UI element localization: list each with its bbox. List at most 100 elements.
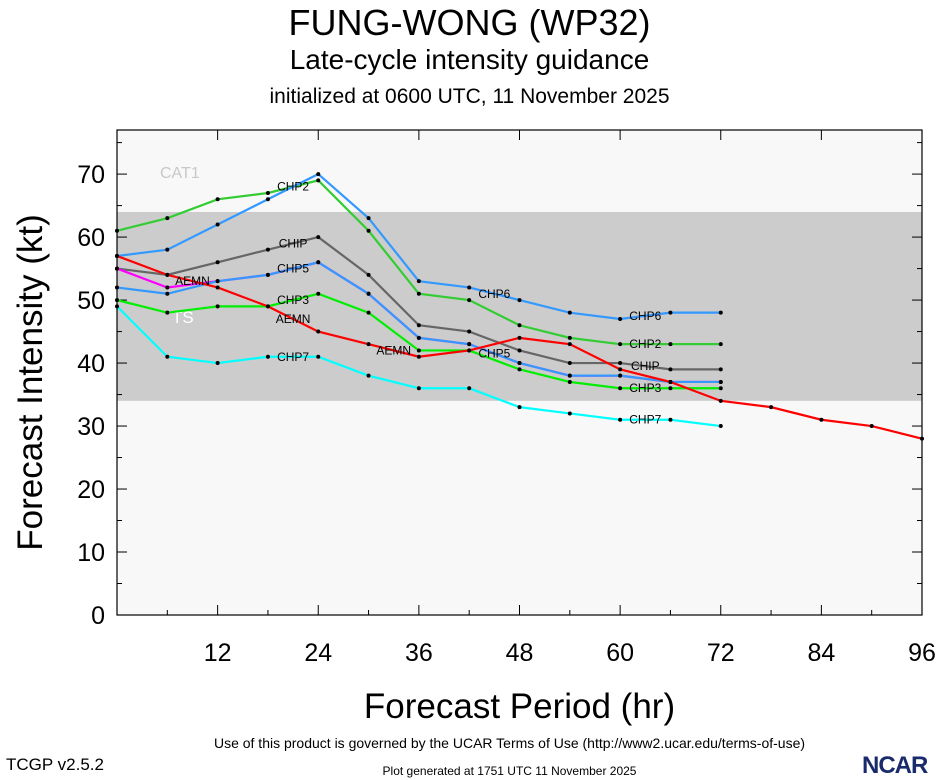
y-tick-label: 50 — [77, 287, 105, 315]
x-tick-label: 24 — [304, 639, 332, 667]
data-point — [668, 367, 673, 372]
version-label: TCGP v2.5.2 — [6, 755, 104, 774]
x-tick-label: 60 — [606, 639, 634, 667]
data-point — [668, 342, 673, 347]
data-point — [316, 354, 321, 359]
series-label: CHP6 — [629, 309, 661, 323]
y-axis-label: Forecast Intensity (kt) — [11, 214, 50, 550]
data-point — [567, 342, 572, 347]
data-point — [517, 405, 522, 410]
data-point — [467, 348, 472, 353]
series-label: CHP2 — [277, 180, 309, 194]
data-point — [316, 172, 321, 177]
data-point — [467, 342, 472, 347]
y-tick-label: 70 — [77, 161, 105, 189]
data-point — [115, 304, 119, 309]
data-point — [567, 373, 572, 378]
y-tick-label: 20 — [77, 476, 105, 504]
x-tick-label: 84 — [807, 639, 835, 667]
y-tick-label: 10 — [77, 539, 105, 567]
data-point — [215, 222, 220, 227]
data-point — [215, 279, 220, 284]
data-point — [517, 361, 522, 366]
data-point — [668, 386, 673, 391]
x-tick-label: 72 — [707, 639, 735, 667]
data-point — [165, 310, 170, 315]
band-label-cat1: CAT1 — [160, 165, 200, 182]
data-point — [517, 348, 522, 353]
init-time: initialized at 0600 UTC, 11 November 202… — [269, 85, 670, 108]
y-tick-label: 60 — [77, 224, 105, 252]
data-point — [215, 304, 220, 309]
data-point — [668, 417, 673, 422]
data-point — [416, 386, 421, 391]
data-point — [869, 424, 874, 429]
data-point — [265, 304, 270, 309]
data-point — [316, 178, 321, 183]
data-point — [165, 291, 170, 296]
y-tick-label: 0 — [91, 602, 105, 630]
series-label: CHP2 — [629, 337, 661, 351]
series-label: AEMN — [175, 274, 210, 288]
data-point — [165, 354, 170, 359]
series-label: AEMN — [276, 312, 311, 326]
data-point — [416, 354, 421, 359]
data-point — [467, 298, 472, 303]
data-point — [366, 291, 371, 296]
data-point — [567, 310, 572, 315]
data-point — [265, 354, 270, 359]
chart-title: FUNG-WONG (WP32) — [288, 2, 651, 43]
data-point — [769, 405, 774, 410]
data-point — [165, 247, 170, 252]
band-cat1 — [117, 130, 922, 212]
x-tick-label: 36 — [405, 639, 433, 667]
data-point — [567, 361, 572, 366]
data-point — [819, 417, 824, 422]
data-point — [115, 298, 119, 303]
data-point — [416, 323, 421, 328]
x-axis-label: Forecast Period (hr) — [364, 687, 675, 726]
y-tick-label: 40 — [77, 350, 105, 378]
data-point — [366, 216, 371, 221]
data-point — [165, 272, 170, 277]
data-point — [668, 310, 673, 315]
data-point — [718, 386, 723, 391]
data-point — [265, 197, 270, 202]
series-label: AEMN — [376, 343, 411, 357]
data-point — [618, 386, 623, 391]
data-point — [416, 348, 421, 353]
data-point — [517, 298, 522, 303]
x-tick-label: 96 — [908, 639, 936, 667]
data-point — [316, 260, 321, 265]
data-point — [618, 342, 623, 347]
data-point — [467, 285, 472, 290]
data-point — [618, 367, 623, 372]
data-point — [416, 279, 421, 284]
data-point — [366, 272, 371, 277]
data-point — [416, 335, 421, 340]
data-point — [718, 379, 723, 384]
data-point — [718, 367, 723, 372]
data-point — [718, 342, 723, 347]
data-point — [265, 272, 270, 277]
series-label: CHP3 — [277, 293, 309, 307]
series-label: CHP3 — [629, 381, 661, 395]
band-label-ts: TS — [172, 308, 194, 327]
data-point — [567, 335, 572, 340]
data-point — [366, 228, 371, 233]
data-point — [215, 285, 220, 290]
data-point — [115, 228, 119, 233]
chart-subtitle: Late-cycle intensity guidance — [289, 44, 650, 75]
data-point — [366, 342, 371, 347]
data-point — [165, 216, 170, 221]
data-point — [618, 373, 623, 378]
data-point — [718, 310, 723, 315]
data-point — [316, 329, 321, 334]
data-point — [265, 247, 270, 252]
data-point — [517, 323, 522, 328]
data-point — [567, 411, 572, 416]
data-point — [115, 266, 119, 271]
data-point — [316, 235, 321, 240]
data-point — [115, 285, 119, 290]
